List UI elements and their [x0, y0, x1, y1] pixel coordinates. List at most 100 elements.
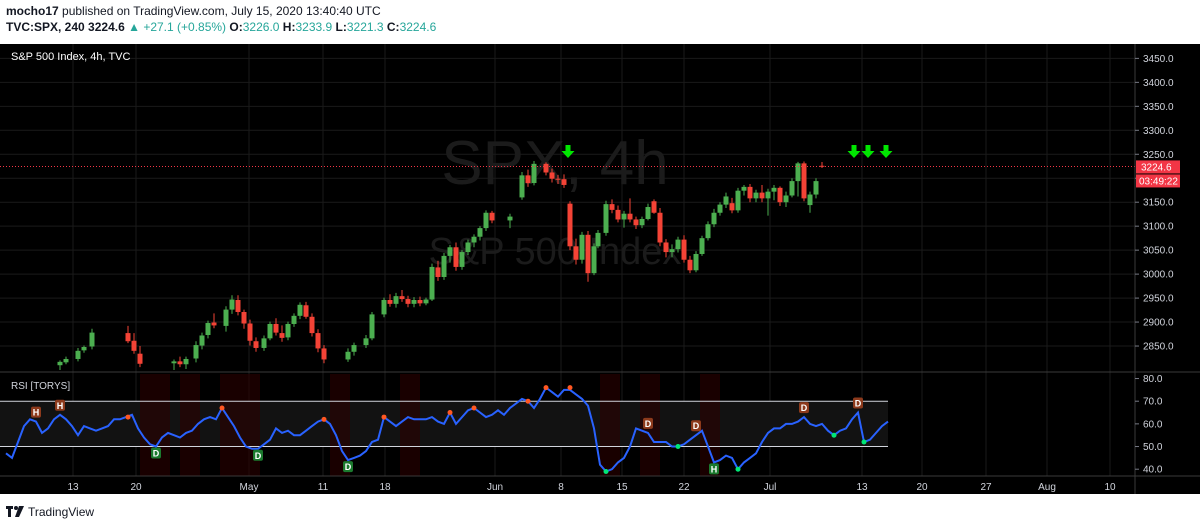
price-chart[interactable]: SPX, 4h S&P 500 Index HHD DDD DHD D 2850.02…	[0, 44, 1200, 494]
rsi-pivot-dot	[219, 405, 225, 411]
time-tick-label: 20	[130, 482, 142, 493]
price-tick-label: 3150.0	[1143, 198, 1174, 209]
candle	[477, 226, 483, 241]
time-tick-label: Jul	[764, 482, 777, 493]
candle	[555, 174, 561, 184]
candle	[411, 297, 417, 308]
candle-body	[405, 299, 411, 304]
candle-body	[771, 187, 777, 192]
rsi-marker-label: D	[255, 451, 262, 461]
candle-body	[595, 232, 601, 247]
header: mocho17 published on TradingView.com, Ju…	[0, 0, 1200, 44]
candle	[89, 328, 95, 350]
candle	[465, 239, 471, 255]
candle-body	[199, 335, 205, 346]
candle	[405, 295, 411, 308]
rsi-pivot-dot	[861, 439, 867, 445]
candle	[241, 309, 247, 329]
rsi-marker: H	[55, 399, 65, 411]
candle	[687, 255, 693, 274]
candle	[171, 359, 177, 370]
candle	[795, 161, 801, 197]
candle	[627, 198, 633, 223]
candle	[729, 197, 735, 214]
candle-body	[573, 246, 579, 260]
countdown-tag-text: 03:49:22	[1139, 176, 1178, 187]
brand-name: TradingView	[28, 505, 95, 519]
candle	[579, 231, 585, 264]
price-tick-label: 2900.0	[1143, 318, 1174, 329]
candle	[483, 210, 489, 231]
rsi-divergence-zone	[400, 374, 420, 476]
candle-body	[315, 333, 321, 349]
candle-body	[205, 323, 211, 336]
candle	[345, 348, 351, 362]
candle	[423, 297, 429, 306]
candle-body	[453, 247, 459, 267]
candle	[429, 263, 435, 301]
candle	[229, 295, 235, 314]
rsi-marker: D	[343, 461, 353, 473]
candle-body	[81, 346, 87, 351]
rsi-marker: D	[691, 420, 701, 432]
candle-body	[279, 333, 285, 338]
rsi-marker-badge	[55, 399, 65, 411]
rsi-tick-label: 50.0	[1143, 442, 1163, 453]
candle-body	[705, 224, 711, 239]
low-value: 3221.3	[346, 20, 384, 34]
candle-body	[543, 163, 549, 173]
candle-body	[459, 252, 465, 267]
candle	[253, 337, 259, 352]
rsi-background	[0, 374, 888, 476]
candle-body	[783, 195, 789, 203]
candle-body	[471, 236, 477, 243]
candle	[633, 216, 639, 230]
candle	[567, 201, 573, 251]
candle-body	[675, 239, 681, 250]
candle	[675, 236, 681, 253]
down-arrow-icon	[861, 145, 875, 158]
candle-body	[729, 203, 735, 211]
candle-body	[273, 323, 279, 333]
candle	[807, 191, 813, 213]
candle-body	[693, 253, 699, 271]
candle	[489, 210, 495, 224]
candle	[525, 169, 531, 187]
candle-body	[223, 309, 229, 326]
candle	[291, 313, 297, 327]
tradingview-logo[interactable]: TradingView	[6, 505, 94, 519]
candle	[459, 250, 465, 270]
candle	[267, 321, 273, 341]
candle	[363, 335, 369, 348]
candle	[131, 333, 137, 354]
price-tick-label: 3000.0	[1143, 270, 1174, 281]
candle	[279, 325, 285, 342]
author-name[interactable]: mocho17	[6, 4, 59, 18]
candle-body	[417, 300, 423, 304]
candle	[193, 341, 199, 363]
price-tick-label: 3050.0	[1143, 246, 1174, 257]
candle-body	[483, 212, 489, 229]
candle	[609, 199, 615, 214]
candle-body	[63, 358, 69, 363]
rsi-divergence-zone	[180, 374, 200, 476]
candle-body	[393, 296, 399, 304]
rsi-tick-label: 40.0	[1143, 465, 1163, 476]
rsi-label: RSI [TORYS]	[11, 381, 70, 392]
candle-body	[735, 190, 741, 211]
rsi-marker: D	[253, 449, 263, 461]
candle	[801, 161, 807, 202]
watermark-symbol: SPX, 4h	[441, 129, 668, 198]
candle	[519, 172, 525, 200]
candle-body	[291, 315, 297, 324]
time-tick-label: 11	[318, 482, 329, 493]
candle	[417, 296, 423, 307]
candle-body	[261, 338, 267, 348]
candle	[137, 346, 143, 368]
time-tick-label: Aug	[1038, 482, 1056, 493]
candle	[235, 295, 241, 316]
candle	[789, 178, 795, 198]
candle-body	[297, 304, 303, 316]
candle-body	[753, 192, 759, 199]
candle	[453, 242, 459, 271]
